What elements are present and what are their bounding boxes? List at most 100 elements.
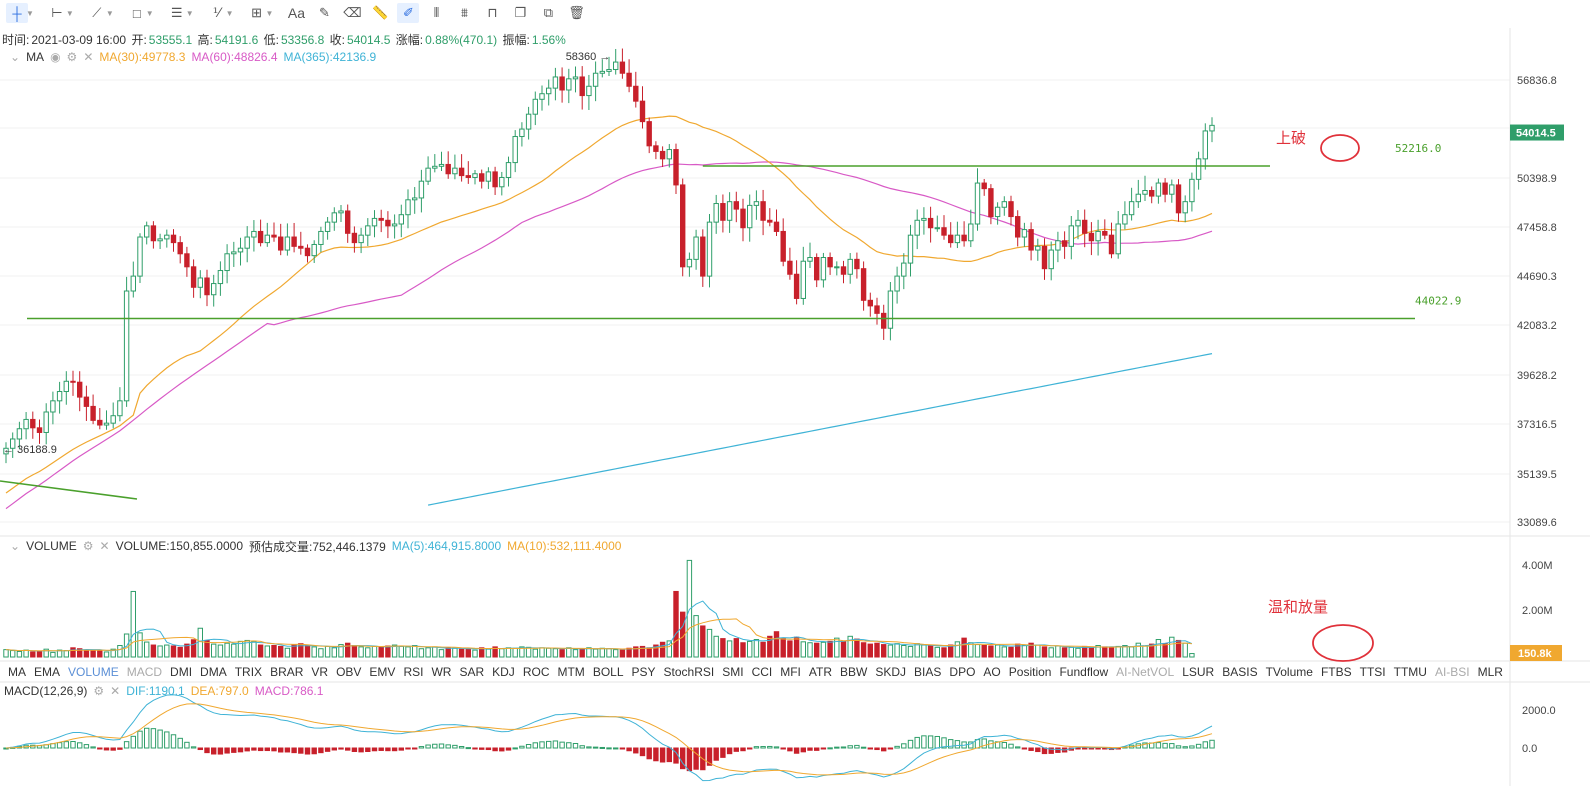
macd-bar xyxy=(814,747,820,751)
volume-bar xyxy=(432,646,438,658)
indicator-tab-mfi[interactable]: MFI xyxy=(780,665,801,679)
candle xyxy=(492,166,498,195)
indicator-tab-ai-bsi[interactable]: AI-BSI xyxy=(1434,665,1470,679)
indicator-tab-smi[interactable]: SMI xyxy=(722,665,744,679)
indicator-tab-mtm[interactable]: MTM xyxy=(557,665,585,679)
candle-body xyxy=(559,76,565,91)
indicator-tab-ttsi[interactable]: TTSI xyxy=(1359,665,1386,679)
indicator-tab-rsi[interactable]: RSI xyxy=(403,665,424,679)
volume-bar xyxy=(391,644,398,658)
candle-body xyxy=(43,411,49,433)
indicator-tab-wr[interactable]: WR xyxy=(431,665,452,679)
indicator-tab-lsur[interactable]: LSUR xyxy=(1182,665,1215,679)
indicator-tab-dpo[interactable]: DPO xyxy=(949,665,976,679)
candle xyxy=(271,222,277,242)
indicator-tab-obv[interactable]: OBV xyxy=(336,665,362,679)
pattern-icon[interactable]: ⦀ xyxy=(433,5,440,20)
indicator-tab-emv[interactable]: EMV xyxy=(369,665,396,679)
indicator-tab-dma[interactable]: DMA xyxy=(200,665,227,679)
close-icon[interactable]: ✕ xyxy=(83,50,94,64)
candle-body xyxy=(666,149,672,160)
text-tool-icon[interactable]: Aa xyxy=(287,5,306,21)
volume-tag: 150.8k xyxy=(1518,648,1553,660)
indicator-tab-ttmu[interactable]: TTMU xyxy=(1393,665,1427,679)
pen-icon[interactable]: ✐ xyxy=(397,3,420,23)
settings-icon[interactable]: ⚙ xyxy=(66,50,78,64)
trend-line-icon[interactable]: ⟋ xyxy=(92,5,102,20)
settings-icon[interactable]: ⚙ xyxy=(82,539,94,553)
indicator-tab-bbw[interactable]: BBW xyxy=(840,665,868,679)
indicator-tab-psy[interactable]: PSY xyxy=(631,665,656,679)
rectangle-icon[interactable]: □ xyxy=(132,5,141,21)
dropdown-caret-icon[interactable]: ▼ xyxy=(225,8,234,18)
indicator-tab-ftbs[interactable]: FTBS xyxy=(1320,665,1352,679)
indicator-tab-kdj[interactable]: KDJ xyxy=(492,665,515,679)
candle-body xyxy=(988,188,994,218)
collapse-icon[interactable]: ⌄ xyxy=(10,50,21,64)
eye-icon[interactable]: ◉ xyxy=(50,50,61,64)
volume-bar xyxy=(398,645,405,658)
indicator-tab-atr[interactable]: ATR xyxy=(808,665,833,679)
dropdown-caret-icon[interactable]: ▼ xyxy=(265,8,274,18)
fib-icon[interactable]: ⅟ xyxy=(212,5,221,20)
horizontal-ray-icon[interactable]: ⊢ xyxy=(51,5,63,20)
volume-bar xyxy=(1008,646,1014,658)
dropdown-caret-icon[interactable]: ▼ xyxy=(26,8,34,18)
crosshair-icon[interactable]: ┼ xyxy=(6,3,28,23)
volume-bar xyxy=(747,640,753,658)
indicator-tab-dmi[interactable]: DMI xyxy=(170,665,193,679)
parallel-lines-icon[interactable]: ☰ xyxy=(170,5,183,20)
copy-icon[interactable]: ❐ xyxy=(514,5,527,20)
close-icon[interactable]: ✕ xyxy=(110,684,121,698)
dropdown-caret-icon[interactable]: ▼ xyxy=(65,8,74,18)
settings-icon[interactable]: ⚙ xyxy=(93,684,105,698)
indicator-tab-brar[interactable]: BRAR xyxy=(270,665,304,679)
indicator-tab-basis[interactable]: BASIS xyxy=(1222,665,1258,679)
level-lines: 52216.0 44022.9 xyxy=(0,142,1461,500)
indicator-tab-mlr[interactable]: MLR xyxy=(1477,665,1503,679)
dropdown-caret-icon[interactable]: ▼ xyxy=(105,8,114,18)
indicator-tab-fundflow[interactable]: Fundflow xyxy=(1059,665,1109,679)
indicator-tab-volume[interactable]: VOLUME xyxy=(68,665,119,679)
volume-bar xyxy=(834,637,840,658)
indicator-tab-roc[interactable]: ROC xyxy=(522,665,550,679)
ma60-path xyxy=(5,161,1213,510)
macd-bar xyxy=(371,747,378,752)
indicator-tab-sar[interactable]: SAR xyxy=(459,665,485,679)
indicator-tab-bias[interactable]: BIAS xyxy=(914,665,942,679)
indicator-tab-ao[interactable]: AO xyxy=(983,665,1001,679)
measure-icon[interactable]: ⊞ xyxy=(251,5,262,20)
indicator-tab-ma[interactable]: MA xyxy=(8,665,26,679)
indicator-tab-tvolume[interactable]: TVolume xyxy=(1265,665,1313,679)
macd-bar xyxy=(157,729,163,749)
screenshot-icon[interactable]: ⧉ xyxy=(543,5,554,20)
eraser-icon[interactable]: ⌫ xyxy=(343,5,362,20)
close-icon[interactable]: ✕ xyxy=(99,539,110,553)
open-value: 53555.1 xyxy=(148,33,193,47)
indicator-tab-ai-netvol[interactable]: AI-NetVOL xyxy=(1116,665,1175,679)
macd-bar xyxy=(505,747,512,751)
bars-icon[interactable]: ⩩ xyxy=(460,5,468,20)
brush-icon[interactable]: ✎ xyxy=(319,5,330,20)
indicator-tab-skdj[interactable]: SKDJ xyxy=(875,665,907,679)
dropdown-caret-icon[interactable]: ▼ xyxy=(145,8,154,18)
ruler-icon[interactable]: 📏 xyxy=(372,5,389,20)
trash-icon[interactable]: 🗑 xyxy=(568,5,585,20)
macd-bar xyxy=(170,734,177,749)
macd-bar xyxy=(860,746,867,749)
lock-icon[interactable]: ⊓ xyxy=(487,5,498,20)
indicator-tab-trix[interactable]: TRIX xyxy=(234,665,263,679)
dropdown-caret-icon[interactable]: ▼ xyxy=(185,8,194,18)
candle-body xyxy=(1095,230,1101,242)
indicator-tab-cci[interactable]: CCI xyxy=(751,665,773,679)
candle xyxy=(190,259,197,298)
indicator-tab-macd[interactable]: MACD xyxy=(126,665,163,679)
indicator-tab-ema[interactable]: EMA xyxy=(34,665,61,679)
indicator-tab-boll[interactable]: BOLL xyxy=(592,665,624,679)
indicator-tab-position[interactable]: Position xyxy=(1008,665,1052,679)
indicator-tab-stochrsi[interactable]: StochRSI xyxy=(663,665,715,679)
macd-bar xyxy=(177,737,183,749)
indicator-tab-vr[interactable]: VR xyxy=(311,665,329,679)
collapse-icon[interactable]: ⌄ xyxy=(10,539,21,553)
